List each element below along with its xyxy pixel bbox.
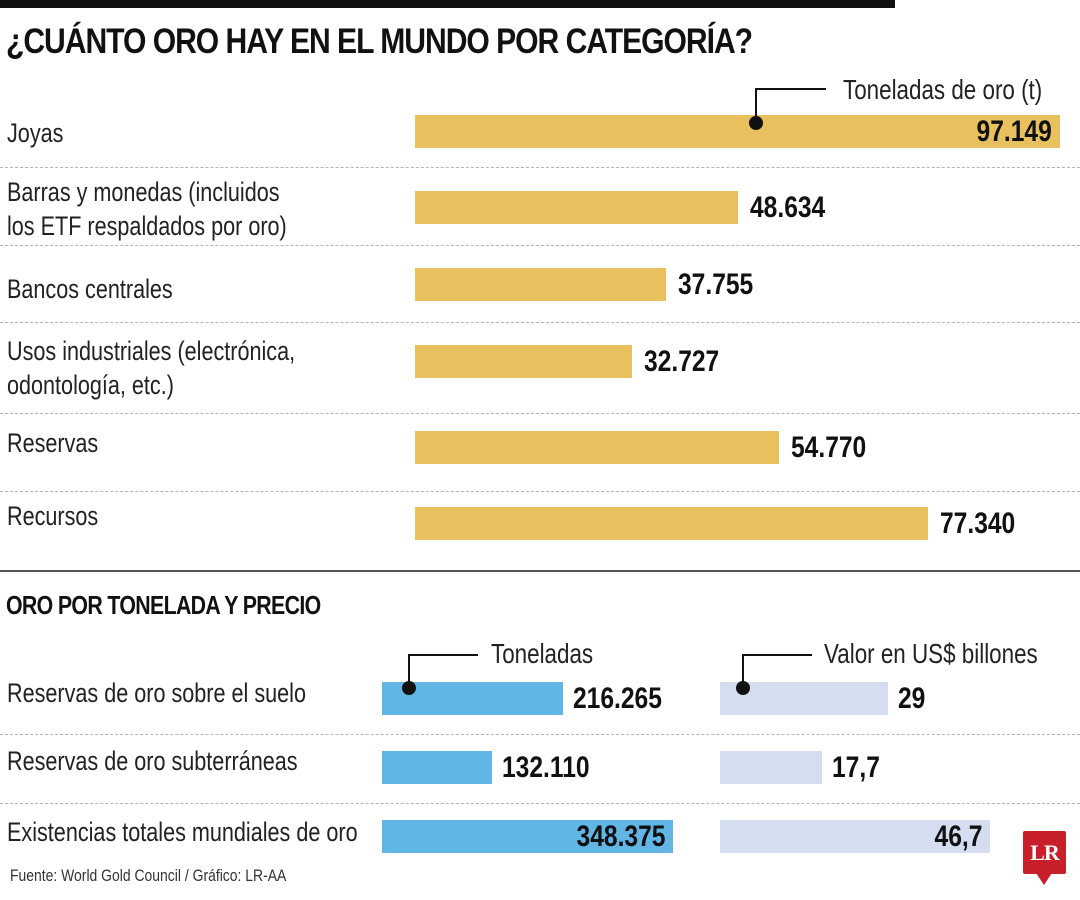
category-label-line: Reservas — [7, 428, 99, 458]
bar — [415, 191, 738, 224]
row-separator — [0, 245, 1080, 246]
value-label: 216.265 — [573, 682, 662, 715]
section-divider — [0, 570, 1080, 572]
bar-value — [720, 751, 822, 784]
category-label: Reservas de oro subterráneas — [7, 746, 298, 776]
value-label: 32.727 — [644, 345, 720, 378]
bar — [415, 431, 779, 464]
value-label: 97.149 — [976, 115, 1052, 148]
callout-line — [742, 654, 812, 656]
category-label: Usos industriales (electrónica, odontolog… — [7, 334, 295, 402]
category-label: Existencias totales mundiales de oro — [7, 817, 358, 847]
category-label: Barras y monedas (incluidos los ETF respa… — [7, 175, 287, 243]
bar-value — [720, 820, 990, 853]
value-label: 54.770 — [791, 431, 867, 464]
row-separator — [0, 491, 1080, 492]
category-label-line: Bancos centrales — [7, 274, 173, 304]
value-label: 132.110 — [502, 751, 590, 784]
legend-label: Toneladas de oro (t) — [843, 74, 1043, 105]
legend-label: Toneladas — [491, 638, 594, 669]
bar — [415, 345, 632, 378]
value-label: 17,7 — [832, 751, 880, 784]
callout-dot — [749, 116, 763, 130]
value-label: 46,7 — [934, 820, 982, 853]
bar — [415, 268, 666, 301]
callout-line — [742, 654, 744, 687]
bar — [415, 115, 1060, 148]
bar — [415, 507, 928, 540]
lr-logo: LR — [1023, 831, 1066, 874]
row-separator — [0, 803, 1080, 804]
source-note: Fuente: World Gold Council / Gráfico: LR… — [10, 866, 287, 885]
value-label: 37.755 — [678, 268, 754, 301]
bar-tonnes — [382, 820, 673, 853]
category-label: Recursos — [7, 499, 98, 533]
bar-tonnes — [382, 751, 492, 784]
category-label-line: Barras y monedas (incluidos — [7, 177, 280, 207]
callout-line — [755, 88, 757, 122]
category-label: Bancos centrales — [7, 272, 173, 306]
category-label-line: odontología, etc.) — [7, 370, 174, 400]
category-label-line: los ETF respaldados por oro) — [7, 211, 287, 241]
callout-dot — [736, 681, 750, 695]
category-label: Reservas de oro sobre el suelo — [7, 678, 306, 708]
chart-title: ¿CUÁNTO ORO HAY EN EL MUNDO POR CATEGORÍ… — [6, 22, 753, 61]
value-label: 77.340 — [940, 507, 1016, 540]
callout-dot — [402, 681, 416, 695]
legend-label: Valor en US$ billones — [824, 638, 1038, 669]
category-label: Reservas — [7, 426, 98, 460]
callout-line — [408, 654, 478, 656]
value-label: 348.375 — [576, 820, 665, 853]
row-separator — [0, 734, 1080, 735]
category-label-line: Usos industriales (electrónica, — [7, 336, 296, 366]
category-label-line: Recursos — [7, 501, 99, 531]
callout-line — [408, 654, 410, 687]
row-separator — [0, 413, 1080, 414]
callout-line — [756, 88, 826, 90]
value-label: 48.634 — [750, 191, 826, 224]
row-separator — [0, 167, 1080, 168]
category-label: Joyas — [7, 116, 63, 150]
section-subtitle: ORO POR TONELADA Y PRECIO — [6, 590, 321, 620]
category-label-line: Joyas — [7, 118, 64, 148]
row-separator — [0, 322, 1080, 323]
top-rule — [0, 0, 895, 8]
lr-logo-tail — [1036, 873, 1052, 885]
value-label: 29 — [898, 682, 926, 715]
